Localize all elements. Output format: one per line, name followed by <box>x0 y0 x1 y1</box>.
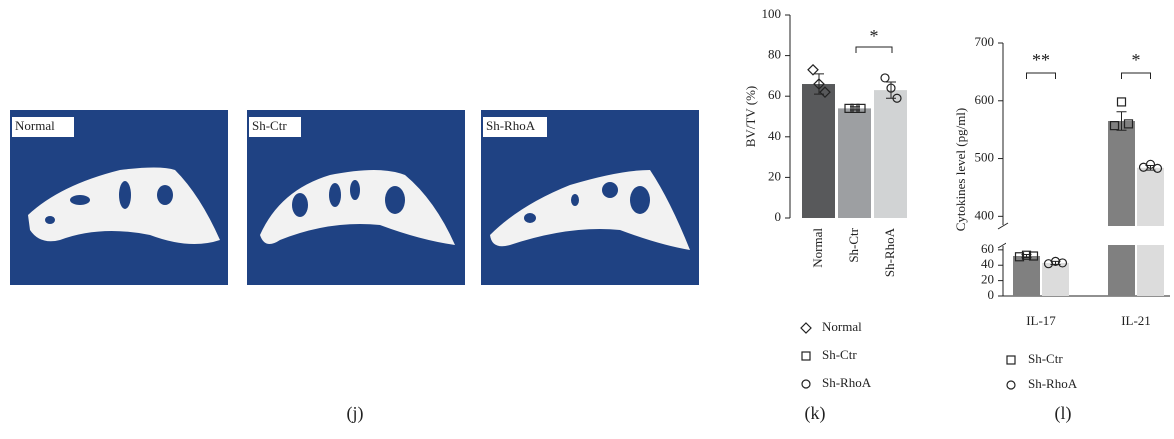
bracket <box>856 47 892 53</box>
point <box>802 380 810 388</box>
bar <box>874 90 907 218</box>
image-label: Normal <box>15 118 55 133</box>
image-label: Sh-RhoA <box>486 118 536 133</box>
annotation: ** <box>1032 50 1050 70</box>
x-tick-label: Sh-Ctr <box>846 227 861 262</box>
caption: (k) <box>805 403 826 424</box>
annotation: * <box>870 26 879 46</box>
y-tick-label: 60 <box>981 241 994 256</box>
y-tick-label: 400 <box>975 207 995 222</box>
point <box>1007 381 1015 389</box>
legend-label: Normal <box>822 319 862 334</box>
bar <box>1013 256 1040 296</box>
micro-ct-images: Normal Sh-Ctr Sh-RhoA (j) <box>10 110 699 424</box>
legend-label: Sh-Ctr <box>1028 351 1063 366</box>
point <box>808 65 818 75</box>
y-tick-label: 600 <box>975 92 995 107</box>
bar <box>838 108 871 218</box>
bar <box>1108 121 1135 296</box>
point <box>1118 98 1126 106</box>
point <box>801 323 811 333</box>
caption: (l) <box>1055 403 1072 424</box>
y-tick-label: 0 <box>775 209 782 224</box>
y-tick-label: 80 <box>768 47 781 62</box>
point <box>1007 356 1015 364</box>
x-tick-label: IL-21 <box>1121 313 1151 328</box>
y-tick-label: 0 <box>988 287 995 302</box>
image-label: Sh-Ctr <box>252 118 287 133</box>
legend-label: Sh-Ctr <box>822 347 857 362</box>
y-tick-label: 40 <box>768 128 781 143</box>
y-tick-label: 20 <box>981 272 994 287</box>
bracket <box>1027 73 1056 79</box>
y-tick-label: 60 <box>768 87 781 102</box>
caption: (j) <box>347 403 364 424</box>
y-tick-label: 40 <box>981 256 994 271</box>
y-tick-label: 100 <box>762 6 782 21</box>
x-tick-label: Normal <box>810 228 825 268</box>
point <box>881 74 889 82</box>
point <box>802 352 810 360</box>
bar <box>802 84 835 218</box>
legend-label: Sh-RhoA <box>1028 376 1078 391</box>
x-tick-label: Sh-RhoA <box>882 227 897 277</box>
y-tick-label: 700 <box>975 34 995 49</box>
y-axis-label: Cytokines level (pg/ml) <box>953 108 968 231</box>
legend-label: Sh-RhoA <box>822 375 872 390</box>
bar <box>1042 263 1069 296</box>
axis-gap <box>1006 226 1174 245</box>
y-axis-label: BV/TV (%) <box>743 86 758 148</box>
bracket <box>1122 73 1151 79</box>
annotation: * <box>1132 50 1141 70</box>
x-tick-label: IL-17 <box>1026 313 1056 328</box>
y-tick-label: 500 <box>975 150 995 165</box>
y-tick-label: 20 <box>768 168 781 183</box>
figure: Normal Sh-Ctr Sh-RhoA (j) 020406080100BV… <box>0 0 1174 434</box>
